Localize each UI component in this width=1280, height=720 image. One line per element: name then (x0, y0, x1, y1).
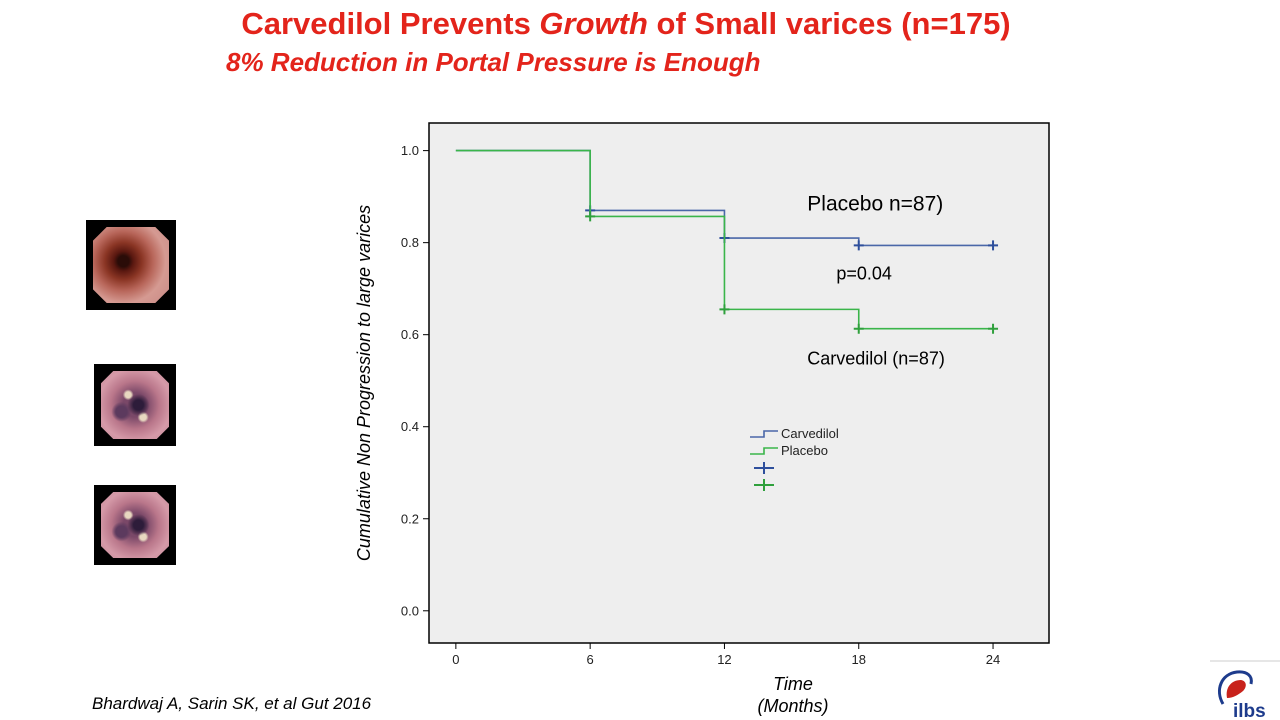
x-tick-label: 6 (587, 652, 594, 667)
y-tick-label: 0.6 (401, 327, 419, 342)
legend-swatch-placebo (750, 447, 778, 455)
censor-mark-carvedilol (988, 240, 999, 251)
chart-annotation-1: Placebo n=87) (807, 192, 943, 215)
endoscopy-image-varices-2 (94, 485, 176, 565)
x-tick-label: 0 (452, 652, 459, 667)
endoscopy-image-normal (86, 220, 176, 310)
y-tick-label: 0.8 (401, 235, 419, 250)
censor-mark-carvedilol (853, 240, 864, 251)
y-tick-label: 0.2 (401, 511, 419, 526)
legend-label-placebo: Placebo (781, 443, 828, 458)
x-tick-label: 12 (717, 652, 731, 667)
title-part-3: of Small varices (n=175) (647, 6, 1011, 41)
y-tick-label: 0.0 (401, 603, 419, 618)
censor-mark-placebo (853, 323, 864, 334)
x-tick-label: 18 (852, 652, 866, 667)
legend-label-carvedilol: Carvedilol (781, 426, 839, 441)
logo-text: ilbs (1233, 701, 1266, 720)
legend-censor-placebo (754, 479, 774, 491)
plot-area (428, 122, 1050, 644)
chart-annotation-2: p=0.04 (836, 263, 892, 283)
survival-chart: Cumulative Non Progression to large vari… (354, 122, 1050, 667)
y-axis-label: Cumulative Non Progression to large vari… (354, 205, 374, 561)
legend-swatch-carvedilol (750, 430, 778, 438)
slide-subtitle: 8% Reduction in Portal Pressure is Enoug… (226, 47, 761, 77)
x-axis-label-line-2: (Months) (757, 696, 829, 716)
slide-title: Carvedilol Prevents Growth of Small vari… (0, 6, 1252, 42)
title-part-1: Carvedilol Prevents (241, 6, 540, 41)
x-axis-label-line-1: Time (773, 674, 813, 694)
x-axis-label: Time (Months) (733, 673, 853, 717)
censor-mark-placebo (988, 323, 999, 334)
y-tick-label: 0.4 (401, 419, 419, 434)
chart-annotation-3: Carvedilol (n=87) (807, 349, 945, 369)
ilbs-logo: ilbs (1210, 660, 1280, 720)
title-part-emphasis: Growth (539, 6, 648, 41)
x-tick-label: 24 (986, 652, 1000, 667)
censor-mark-placebo (719, 304, 730, 315)
y-tick-label: 1.0 (401, 143, 419, 158)
censor-mark-placebo (585, 211, 596, 222)
legend-censor-carvedilol (754, 462, 774, 474)
endoscopy-image-varices (94, 364, 176, 446)
citation: Bhardwaj A, Sarin SK, et al Gut 2016 (92, 694, 372, 713)
